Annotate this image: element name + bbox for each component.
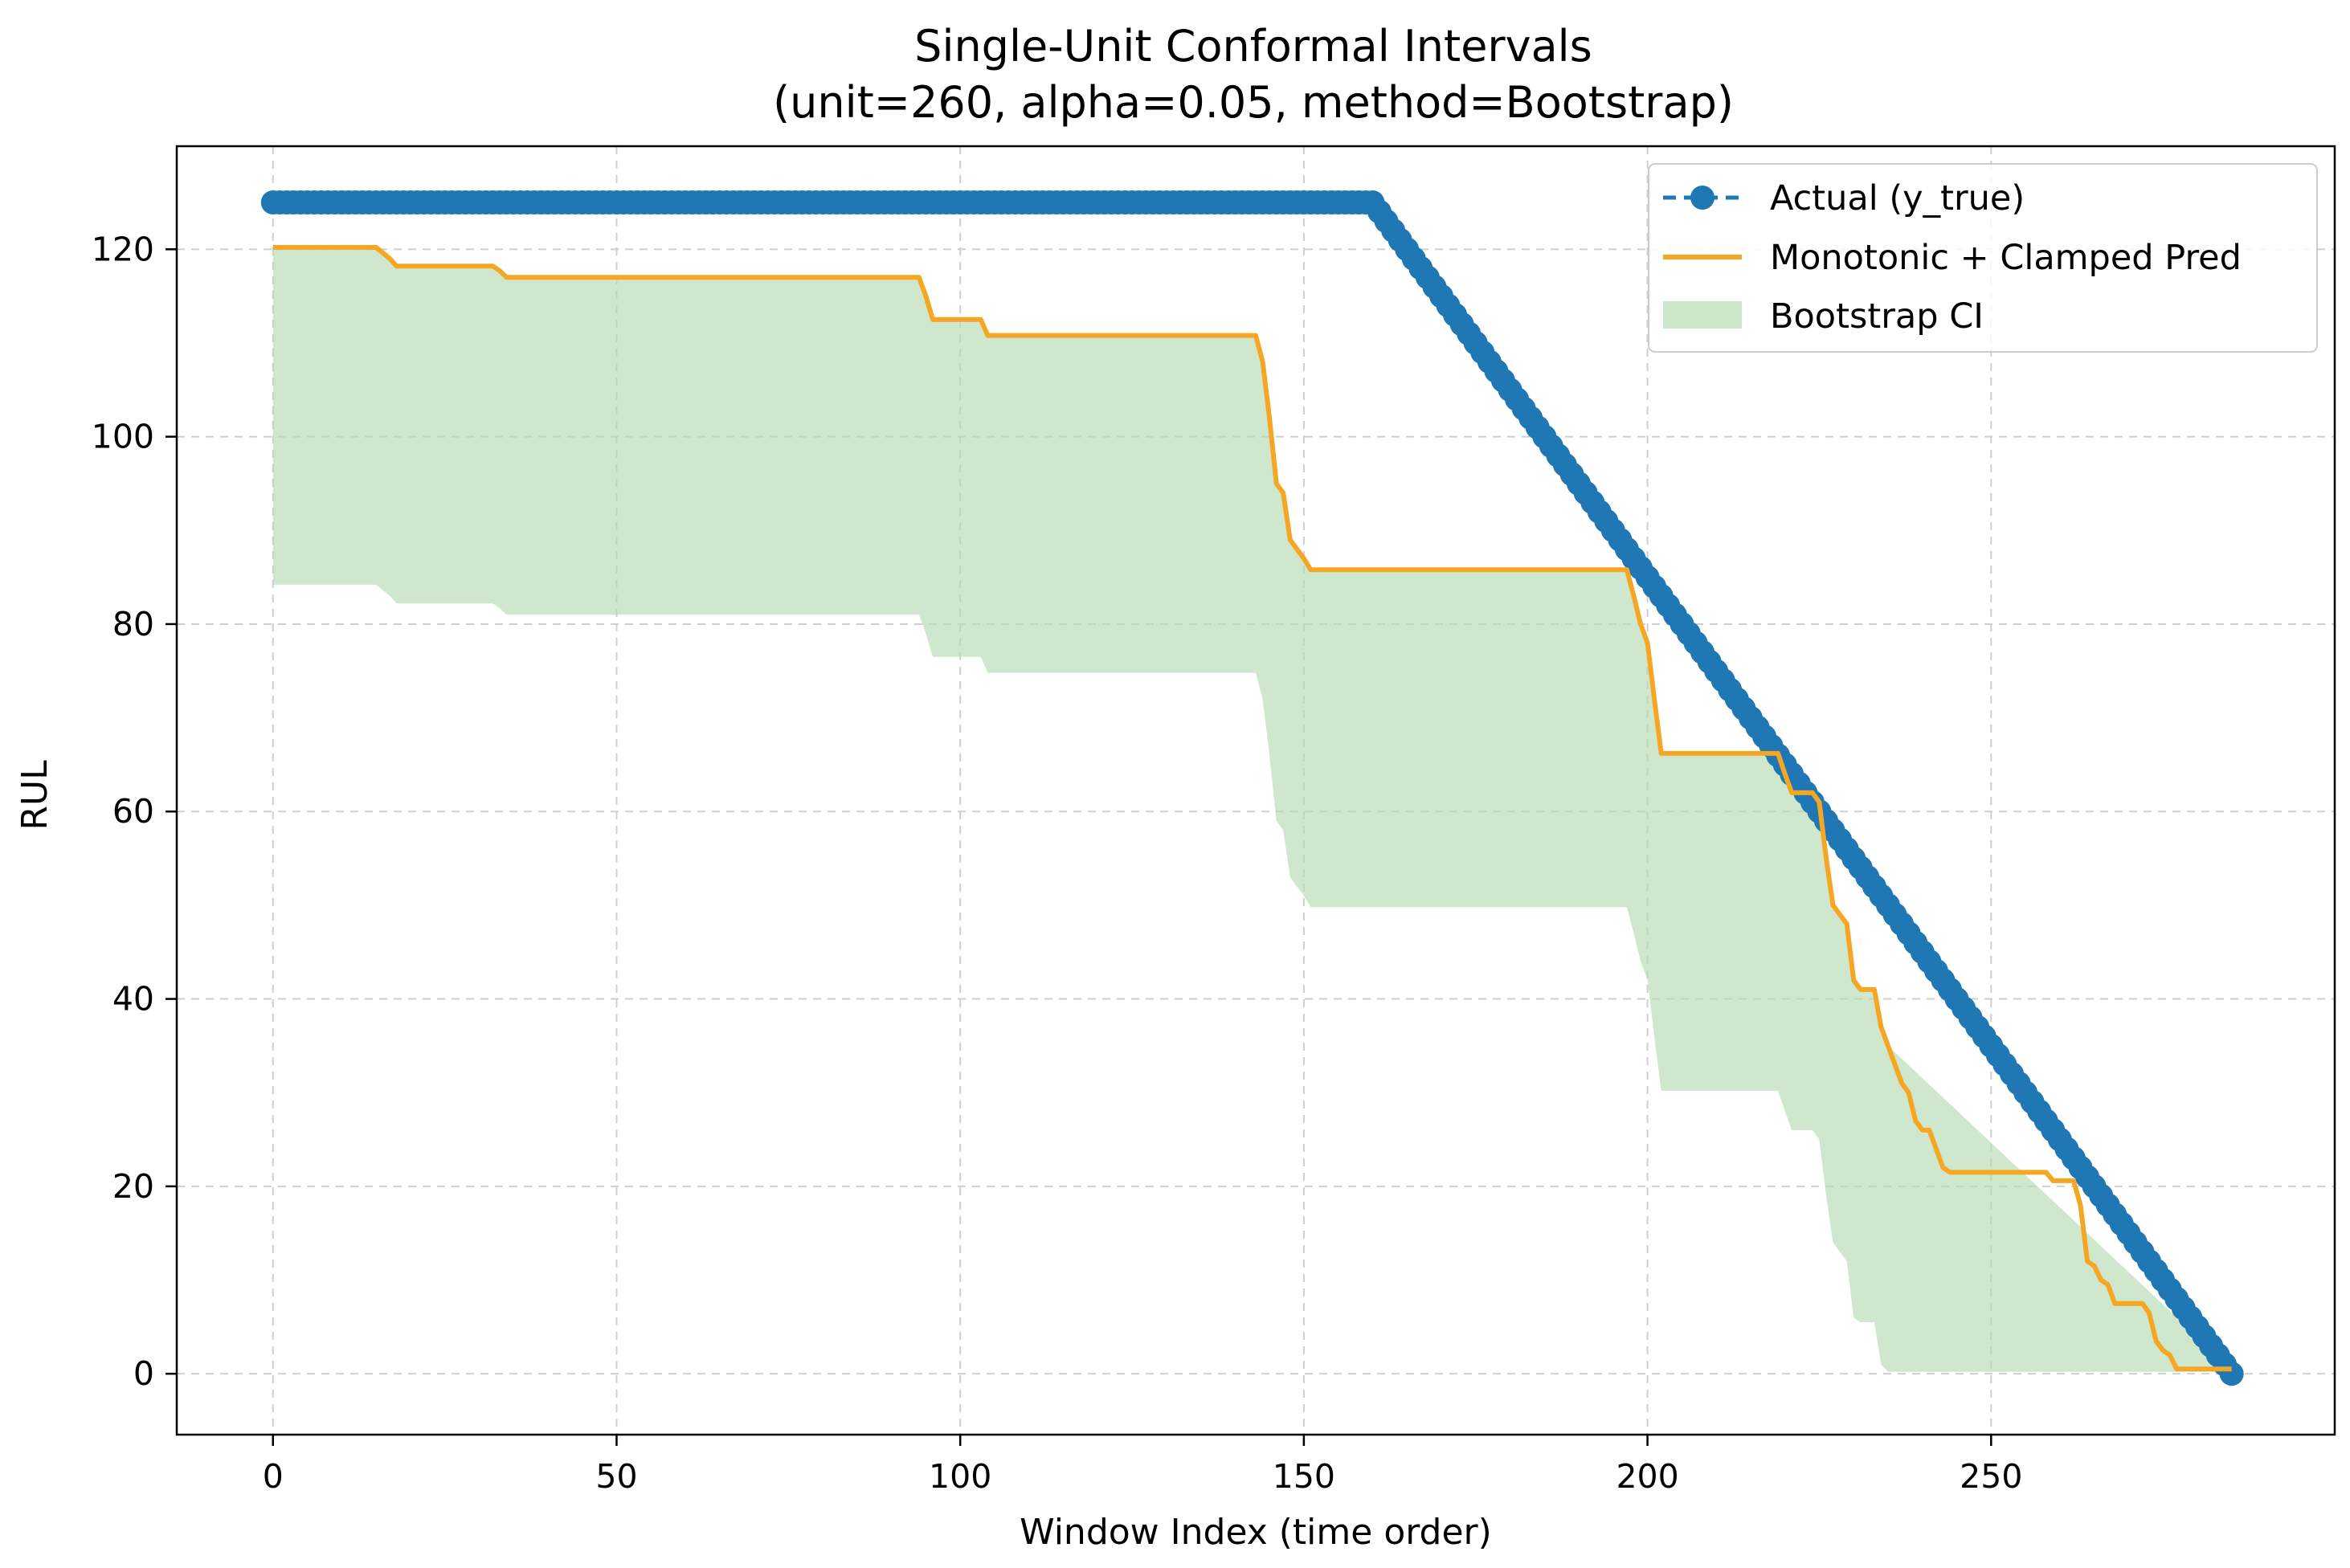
pred-line <box>272 245 2232 1372</box>
pred-series-layer <box>272 245 2232 1372</box>
x-tick-label: 100 <box>929 1457 991 1496</box>
y-tick-label: 80 <box>112 605 154 643</box>
y-tick-label: 0 <box>133 1354 154 1393</box>
y-axis-label: RUL <box>14 760 55 831</box>
legend-ci-swatch <box>1663 301 1742 329</box>
legend-label-ci: Bootstrap CI <box>1770 296 1984 337</box>
ci-band-layer <box>272 247 2232 1372</box>
x-tick-label: 150 <box>1273 1457 1335 1496</box>
legend-box <box>1648 163 2318 353</box>
legend-actual-swatch-marker <box>1690 186 1714 210</box>
legend: Actual (y_true) Monotonic + Clamped Pred… <box>1648 163 2318 353</box>
y-tick-label: 40 <box>112 980 154 1019</box>
actual-series-layer <box>260 190 2244 1386</box>
y-tick-label: 100 <box>92 418 154 456</box>
actual-point <box>2219 1362 2244 1386</box>
chart-title: Single-Unit Conformal Intervals <box>914 21 1592 71</box>
y-tick-label: 60 <box>112 792 154 831</box>
x-tick-label: 50 <box>595 1457 637 1496</box>
x-tick-label: 200 <box>1616 1457 1678 1496</box>
legend-label-actual: Actual (y_true) <box>1770 178 2025 218</box>
y-axis-ticks: 0 20 40 60 80 100 120 <box>92 230 177 1393</box>
x-axis-ticks: 0 50 100 150 200 250 <box>263 1435 2022 1496</box>
chart-subtitle: (unit=260, alpha=0.05, method=Bootstrap) <box>773 77 1734 128</box>
legend-label-pred: Monotonic + Clamped Pred <box>1770 238 2242 278</box>
x-tick-label: 0 <box>263 1457 284 1496</box>
y-tick-label: 20 <box>112 1167 154 1206</box>
x-tick-label: 250 <box>1960 1457 2022 1496</box>
ci-band <box>272 247 2232 1372</box>
x-axis-label: Window Index (time order) <box>1020 1512 1492 1553</box>
plot-frame <box>175 145 2336 1436</box>
y-tick-label: 120 <box>92 230 154 268</box>
